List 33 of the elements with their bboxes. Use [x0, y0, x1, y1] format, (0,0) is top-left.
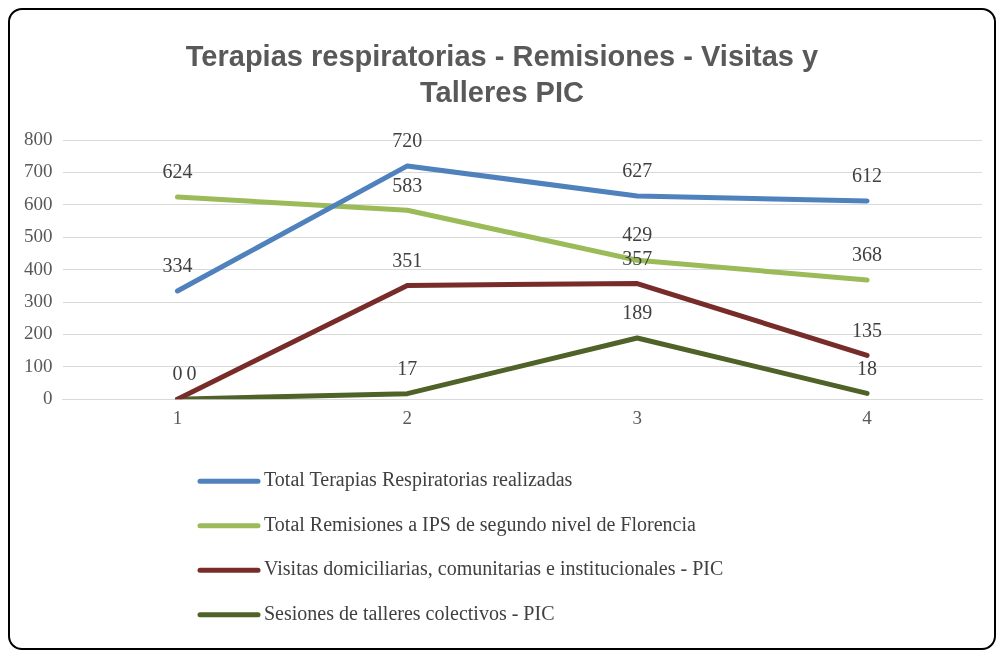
- data-label: 0: [186, 362, 197, 385]
- y-tick-label: 200: [24, 322, 53, 344]
- data-label: 135: [852, 318, 883, 341]
- x-tick-label: 3: [632, 406, 642, 428]
- x-tick-label: 1: [172, 406, 183, 428]
- data-label: 720: [392, 129, 423, 152]
- y-tick-label: 600: [24, 192, 53, 214]
- y-tick-label: 500: [24, 225, 53, 247]
- y-tick-label: 300: [24, 289, 53, 311]
- y-tick-label: 700: [24, 160, 53, 182]
- data-label: 612: [852, 164, 883, 187]
- legend-label: Total Remisiones a IPS de segundo nivel de Florencia: [264, 512, 696, 536]
- legend-label: Visitas domiciliarias, comunitarias e institucionales - PIC: [264, 557, 724, 580]
- legend-label: Total Terapias Respiratorias realizadas: [264, 468, 573, 492]
- data-label: 583: [392, 173, 423, 196]
- y-tick-label: 0: [43, 387, 53, 409]
- x-tick-label: 2: [402, 406, 413, 428]
- x-tick-label: 4: [862, 406, 873, 428]
- y-tick-label: 800: [24, 127, 53, 149]
- data-label: 18: [857, 356, 878, 379]
- chart-title: Terapias respiratorias - Remisiones - Visitas y Talleres PIC: [184, 39, 820, 110]
- data-label: 17: [397, 356, 418, 379]
- data-label: 0: [172, 362, 183, 385]
- y-tick-label: 400: [24, 257, 53, 279]
- y-tick-label: 100: [24, 354, 53, 376]
- data-label: 189: [622, 301, 653, 324]
- data-label: 334: [162, 254, 193, 277]
- data-label: 624: [162, 160, 193, 183]
- data-label: 429: [622, 223, 653, 246]
- data-label: 368: [852, 243, 883, 266]
- data-label: 627: [622, 159, 653, 182]
- data-label: 351: [392, 248, 423, 271]
- legend-label: Sesiones de talleres colectivos - PIC: [264, 601, 555, 624]
